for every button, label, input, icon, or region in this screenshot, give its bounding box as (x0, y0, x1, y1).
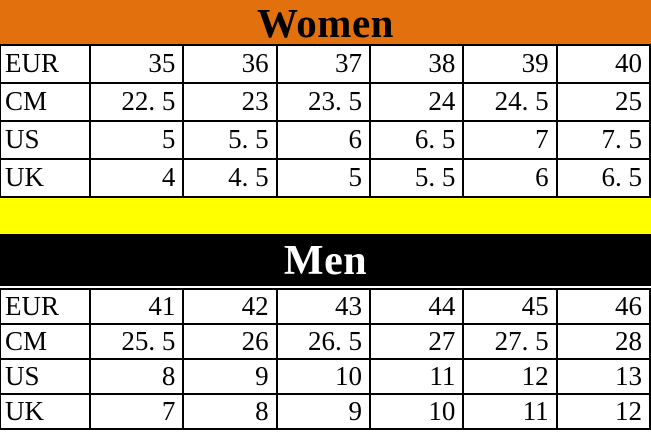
row-label: EUR (1, 290, 91, 325)
size-cell: 35 (91, 46, 185, 84)
size-cell: 46 (557, 290, 651, 325)
size-cell: 39 (464, 46, 558, 84)
size-cell: 44 (371, 290, 465, 325)
size-cell: 7 (464, 122, 558, 160)
table-row: US 8 9 10 11 12 13 (1, 360, 651, 395)
size-cell: 11 (371, 360, 465, 395)
size-cell: 6 (277, 122, 371, 160)
size-cell: 4. 5 (184, 160, 278, 198)
size-cell: 42 (184, 290, 278, 325)
size-cell: 27. 5 (464, 325, 558, 360)
size-cell: 22. 5 (91, 84, 185, 122)
size-cell: 11 (464, 395, 558, 430)
table-row: UK 4 4. 5 5 5. 5 6 6. 5 (1, 160, 651, 198)
men-section: Men EUR 41 42 43 44 45 46 CM 25. 5 26 26… (0, 234, 651, 430)
size-cell: 27 (371, 325, 465, 360)
table-row: EUR 35 36 37 38 39 40 (1, 46, 651, 84)
size-cell: 23 (184, 84, 278, 122)
row-label: EUR (1, 46, 91, 84)
size-cell: 26. 5 (277, 325, 371, 360)
size-cell: 45 (464, 290, 558, 325)
size-cell: 9 (277, 395, 371, 430)
header-table-gap (0, 286, 651, 288)
size-cell: 43 (277, 290, 371, 325)
size-cell: 40 (557, 46, 651, 84)
table-row: UK 7 8 9 10 11 12 (1, 395, 651, 430)
size-cell: 24. 5 (464, 84, 558, 122)
women-section: Women EUR 35 36 37 38 39 40 CM 22. 5 23 … (0, 0, 651, 198)
size-cell: 37 (277, 46, 371, 84)
size-cell: 6. 5 (557, 160, 651, 198)
size-cell: 38 (371, 46, 465, 84)
women-title: Women (257, 0, 394, 46)
size-cell: 26 (184, 325, 278, 360)
row-label: US (1, 122, 91, 160)
size-cell: 25 (557, 84, 651, 122)
size-cell: 5. 5 (184, 122, 278, 160)
row-label: UK (1, 395, 91, 430)
size-cell: 7 (91, 395, 185, 430)
size-cell: 25. 5 (91, 325, 185, 360)
men-header: Men (0, 234, 651, 286)
row-label: UK (1, 160, 91, 198)
size-cell: 41 (91, 290, 185, 325)
men-size-table: EUR 41 42 43 44 45 46 CM 25. 5 26 26. 5 … (0, 288, 651, 430)
size-cell: 5 (277, 160, 371, 198)
size-cell: 8 (91, 360, 185, 395)
row-label: CM (1, 84, 91, 122)
table-row: CM 25. 5 26 26. 5 27 27. 5 28 (1, 325, 651, 360)
size-cell: 36 (184, 46, 278, 84)
women-size-table: EUR 35 36 37 38 39 40 CM 22. 5 23 23. 5 … (0, 44, 651, 198)
size-cell: 13 (557, 360, 651, 395)
size-cell: 6. 5 (371, 122, 465, 160)
table-row: EUR 41 42 43 44 45 46 (1, 290, 651, 325)
size-cell: 7. 5 (557, 122, 651, 160)
row-label: US (1, 360, 91, 395)
size-cell: 12 (557, 395, 651, 430)
table-row: US 5 5. 5 6 6. 5 7 7. 5 (1, 122, 651, 160)
size-cell: 9 (184, 360, 278, 395)
size-cell: 5. 5 (371, 160, 465, 198)
size-cell: 10 (277, 360, 371, 395)
size-cell: 10 (371, 395, 465, 430)
size-cell: 5 (91, 122, 185, 160)
size-cell: 24 (371, 84, 465, 122)
size-cell: 28 (557, 325, 651, 360)
size-cell: 6 (464, 160, 558, 198)
row-label: CM (1, 325, 91, 360)
size-cell: 12 (464, 360, 558, 395)
size-cell: 4 (91, 160, 185, 198)
yellow-divider (0, 198, 651, 234)
table-row: CM 22. 5 23 23. 5 24 24. 5 25 (1, 84, 651, 122)
size-cell: 8 (184, 395, 278, 430)
size-cell: 23. 5 (277, 84, 371, 122)
women-header: Women (0, 0, 651, 46)
men-title: Men (283, 238, 368, 284)
